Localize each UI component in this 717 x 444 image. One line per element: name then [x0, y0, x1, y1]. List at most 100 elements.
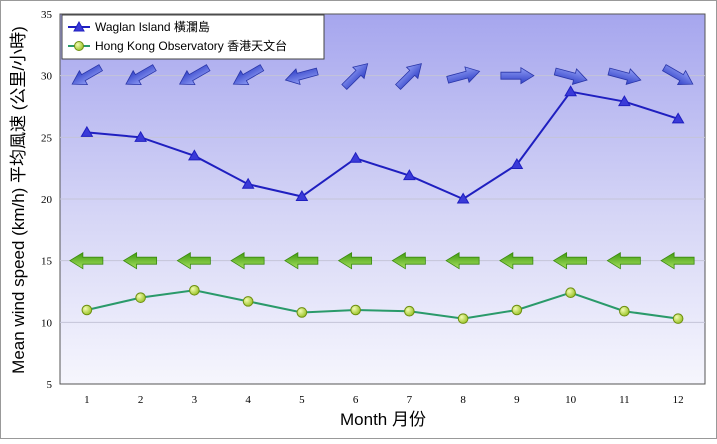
x-tick-label: 3 [192, 394, 198, 406]
wind-arrow-shape [122, 251, 158, 270]
wind-arrow [69, 251, 104, 270]
wind-arrow-shape [445, 251, 480, 270]
data-point [404, 305, 415, 317]
data-point [296, 307, 308, 318]
x-tick-label: 5 [299, 394, 305, 406]
wind-arrow [71, 64, 104, 86]
data-point [80, 125, 94, 137]
x-tick-label: 7 [407, 394, 413, 406]
legend-marker-waglan [73, 20, 85, 32]
wind-arrow-shape [176, 251, 211, 270]
y-tick-label: 15 [41, 256, 53, 268]
y-tick-label: 20 [41, 194, 53, 206]
wind-arrow-shape [284, 67, 319, 86]
wind-arrow [341, 63, 369, 91]
x-tick-label: 9 [514, 394, 520, 406]
series-line [86, 289, 679, 320]
wind-arrow-shape [69, 251, 104, 270]
wind-arrow-shape [446, 66, 481, 84]
data-point [565, 287, 576, 299]
wind-arrow [660, 251, 695, 270]
wind-arrow-shape [71, 64, 104, 86]
wind-arrow [607, 67, 642, 86]
wind-arrow-shape [499, 251, 534, 270]
data-point [134, 130, 147, 142]
x-tick-label: 11 [619, 394, 630, 406]
wind-arrow [122, 251, 158, 270]
y-tick-label: 35 [41, 9, 53, 21]
wind-arrow [552, 251, 588, 270]
data-point [672, 313, 684, 324]
wind-arrow-shape [284, 251, 319, 270]
legend-label-waglan: Waglan Island 橫瀾島 [95, 19, 210, 34]
x-axis-title: Month 月份 [340, 410, 426, 429]
y-tick-label: 30 [41, 71, 53, 83]
data-point [295, 190, 309, 202]
data-point [403, 169, 416, 181]
wind-arrow-shape [606, 251, 641, 270]
y-axis-title: Mean wind speed (km/h) 平均風速 (公里/小時) [9, 26, 28, 374]
wind-arrow-shape [395, 63, 422, 91]
wind-arrow-shape [660, 251, 695, 270]
wind-arrow-shape [341, 63, 369, 91]
data-point [511, 304, 523, 316]
data-series [80, 85, 685, 324]
data-point [349, 151, 362, 163]
x-axis-ticks: 1 2 3 4 5 6 7 8 9 10 11 12 [84, 394, 684, 406]
data-point [671, 112, 685, 124]
x-tick-label: 10 [565, 394, 577, 406]
wind-arrow [500, 66, 535, 85]
wind-arrow [395, 63, 422, 91]
wind-arrow-shape [125, 64, 157, 86]
y-axis-ticks: 5 10 15 20 25 30 35 [41, 9, 53, 391]
legend-box [61, 14, 325, 60]
data-point [564, 85, 577, 97]
data-point [81, 304, 93, 316]
wind-arrow [125, 64, 157, 86]
wind-arrow [176, 251, 211, 270]
wind-arrow [446, 66, 481, 84]
x-tick-label: 2 [138, 394, 144, 406]
legend-label-hko: Hong Kong Observatory 香港天文台 [95, 38, 287, 53]
wind-arrow-shape [230, 251, 265, 270]
x-tick-label: 4 [245, 394, 251, 406]
wind-arrow [284, 67, 319, 86]
wind-arrow [391, 251, 426, 270]
series-line [86, 90, 679, 201]
grid-lines [60, 75, 705, 323]
data-point [510, 157, 524, 169]
wind-arrow [178, 64, 211, 86]
wind-arrow-shape [661, 64, 694, 86]
wind-arrow-shape [500, 66, 535, 85]
data-point [241, 177, 255, 189]
y-tick-label: 5 [47, 379, 53, 391]
x-tick-label: 6 [353, 394, 359, 406]
data-point [457, 313, 469, 324]
wind-arrow [284, 251, 319, 270]
wind-arrow-shape [232, 64, 265, 86]
wind-arrow-shape [552, 251, 588, 270]
data-point [456, 192, 470, 204]
x-tick-label: 1 [84, 394, 90, 406]
wind-arrow [606, 251, 641, 270]
legend-marker-hko [74, 41, 84, 51]
wind-arrow-shape [337, 251, 373, 270]
wind-arrow-shape [178, 64, 211, 86]
y-tick-label: 25 [41, 132, 53, 144]
wind-arrow [230, 251, 265, 270]
wind-direction-arrows [69, 63, 695, 270]
data-point [188, 149, 201, 161]
wind-arrow-shape [553, 67, 588, 86]
data-point [350, 304, 361, 316]
wind-arrow [337, 251, 373, 270]
wind-arrow [499, 251, 534, 270]
y-tick-label: 10 [41, 317, 53, 329]
wind-arrow [232, 64, 265, 86]
wind-arrow-shape [607, 67, 642, 86]
data-point [619, 305, 630, 317]
data-point [135, 292, 146, 303]
x-tick-label: 12 [673, 394, 684, 406]
data-point [618, 95, 631, 107]
